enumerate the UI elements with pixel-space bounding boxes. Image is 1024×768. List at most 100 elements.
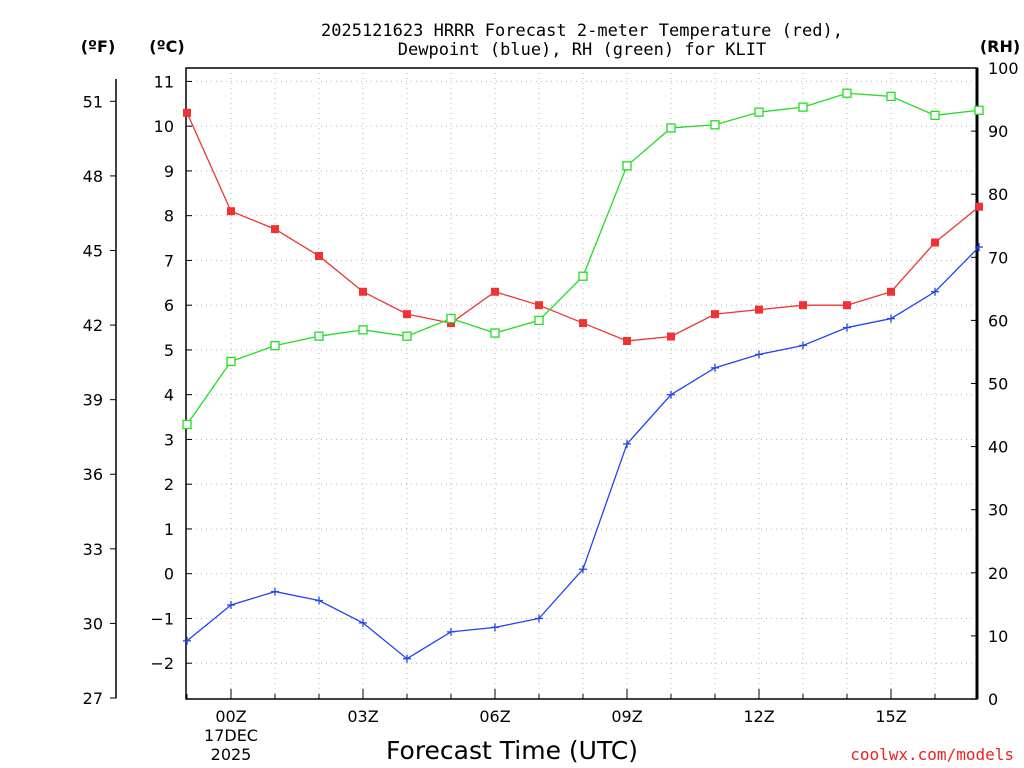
temperature-point (403, 310, 411, 319)
grid-lines (186, 68, 977, 699)
temperature-point (975, 202, 983, 211)
rh-unit-label: (RH) (980, 37, 1020, 56)
dewpoint-point (799, 341, 807, 350)
fahrenheit-tick-label: 33 (83, 540, 103, 559)
celsius-tick-label: 3 (164, 430, 174, 449)
rh-point (270, 340, 280, 351)
plot-frame (185, 67, 978, 700)
temperature-point (931, 238, 939, 247)
rh-tick-label: 0 (988, 690, 998, 709)
temperature-point (359, 287, 367, 296)
dewpoint-point (227, 601, 235, 610)
x-axis-label: Forecast Time (UTC) (386, 736, 638, 765)
x-tick-label: 06Z (479, 707, 510, 726)
rh-point (666, 123, 676, 133)
dewpoint-point (931, 287, 939, 296)
temperature-point (183, 108, 191, 117)
rh-tick-label: 100 (988, 59, 1019, 78)
dewpoint-point (887, 314, 895, 323)
rh-point (446, 313, 456, 324)
rh-point (886, 91, 896, 102)
rh-point (974, 105, 984, 115)
dewpoint-point (315, 596, 323, 605)
x-tick-label: 03Z (347, 707, 378, 726)
rh-point (930, 110, 940, 120)
rh-point (490, 328, 500, 338)
series-layer (182, 88, 984, 663)
temperature-point (315, 251, 323, 260)
fahrenheit-tick-label: 51 (83, 92, 103, 111)
temperature-point (271, 225, 279, 234)
rh-tick-label: 90 (988, 122, 1008, 141)
x-tick-label: 00Z (215, 707, 246, 726)
celsius-tick-label: 1 (164, 520, 174, 539)
rh-point (182, 419, 192, 430)
temperature-line (186, 112, 980, 342)
dewpoint-point (271, 587, 279, 596)
chart-title-line1: 2025121623 HRRR Forecast 2-meter Tempera… (321, 21, 843, 41)
rh-point (842, 88, 852, 98)
celsius-tick-label: 4 (164, 386, 174, 405)
celsius-tick-label: 8 (164, 207, 174, 226)
dewpoint-point (843, 323, 851, 332)
fahrenheit-tick-label: 48 (83, 167, 103, 186)
fahrenheit-tick-label: 27 (83, 689, 103, 708)
dewpoint-point (183, 636, 191, 645)
rh-tick-label: 20 (988, 564, 1008, 583)
celsius-tick-label: 11 (154, 72, 174, 91)
dewpoint-point (975, 243, 983, 252)
rh-point (798, 102, 808, 112)
dewpoint-point (359, 618, 367, 627)
rh-point (754, 107, 764, 117)
rh-tick-label: 50 (988, 375, 1008, 394)
dewpoint-point (535, 614, 543, 623)
dewpoint-point (579, 565, 587, 574)
celsius-tick-label: −2 (150, 654, 174, 673)
rh-point (402, 331, 412, 341)
dewpoint-point (623, 439, 631, 448)
fahrenheit-tick-label: 39 (83, 391, 103, 410)
x-tick-label: 12Z (743, 707, 774, 726)
rh-point (358, 325, 368, 335)
rh-point (534, 315, 544, 326)
rh-point (622, 161, 632, 171)
x-tick-label: 15Z (875, 707, 906, 726)
celsius-tick-label: −1 (150, 609, 174, 628)
temperature-point (799, 301, 807, 310)
fahrenheit-tick-label: 30 (83, 614, 103, 633)
dewpoint-point (667, 390, 675, 399)
temperature-point (667, 332, 675, 341)
temperature-point (843, 301, 851, 310)
celsius-tick-label: 6 (164, 296, 174, 315)
dewpoint-point (447, 627, 455, 636)
x-tick-date: 17DEC (204, 726, 258, 745)
temperature-point (755, 305, 763, 314)
temperature-point (227, 207, 235, 216)
temperature-point (623, 336, 631, 345)
credit-text: coolwx.com/models (850, 745, 1014, 764)
temperature-point (491, 287, 499, 296)
rh-tick-label: 60 (988, 311, 1008, 330)
rh-point (710, 120, 720, 130)
x-tick-year: 2025 (211, 745, 252, 764)
celsius-tick-label: 7 (164, 251, 174, 270)
celsius-tick-label: 5 (164, 341, 174, 360)
axes: −2−1012345678910112730333639424548510102… (83, 59, 1019, 764)
temperature-point (535, 301, 543, 310)
rh-point (226, 356, 236, 367)
rh-tick-label: 10 (988, 627, 1008, 646)
fahrenheit-unit-label: (ºF) (81, 37, 116, 56)
fahrenheit-tick-label: 45 (83, 241, 103, 260)
fahrenheit-tick-label: 36 (83, 465, 103, 484)
rh-tick-label: 70 (988, 248, 1008, 267)
dewpoint-point (755, 350, 763, 359)
rh-tick-label: 80 (988, 185, 1008, 204)
celsius-tick-label: 10 (154, 117, 174, 136)
temperature-point (887, 287, 895, 296)
temperature-point (711, 310, 719, 319)
rh-tick-label: 40 (988, 438, 1008, 457)
celsius-tick-label: 2 (164, 475, 174, 494)
rh-tick-label: 30 (988, 501, 1008, 520)
temperature-point (579, 319, 587, 328)
